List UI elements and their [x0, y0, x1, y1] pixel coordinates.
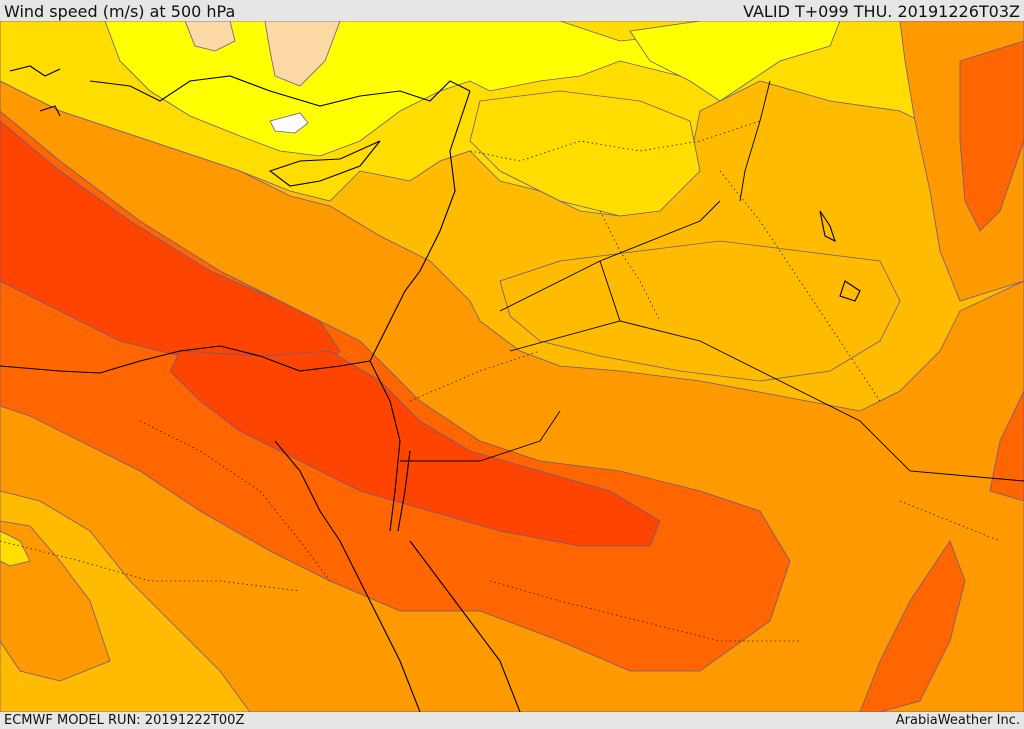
- field-tan-1: [184, 21, 236, 52]
- footer-bar: ECMWF MODEL RUN: 20191222T00Z ArabiaWeat…: [0, 712, 1024, 729]
- field-white: [269, 112, 309, 134]
- field-yellow-spot: [0, 530, 31, 567]
- solid-boundaries: [400, 80, 1024, 482]
- credit-label: ArabiaWeather Inc.: [895, 713, 1020, 728]
- field-gold-east: [469, 90, 701, 217]
- field-dark-orange-east: [989, 390, 1024, 502]
- model-run-label: ECMWF MODEL RUN: 20191222T00Z: [4, 713, 245, 728]
- field-yellow-east: [629, 21, 841, 102]
- coastlines: [0, 65, 861, 712]
- borders: [0, 120, 1001, 642]
- wind-speed-map: [0, 21, 1024, 712]
- map-title: Wind speed (m/s) at 500 hPa: [4, 2, 236, 21]
- field-tan-2: [264, 21, 341, 87]
- field-dark-orange-ne: [959, 40, 1024, 232]
- header-bar: Wind speed (m/s) at 500 hPa VALID T+099 …: [0, 0, 1024, 21]
- valid-time: VALID T+099 THU. 20191226T03Z: [743, 2, 1020, 21]
- field-light-orange-pocket: [499, 240, 901, 382]
- field-dark-orange-se: [859, 540, 966, 712]
